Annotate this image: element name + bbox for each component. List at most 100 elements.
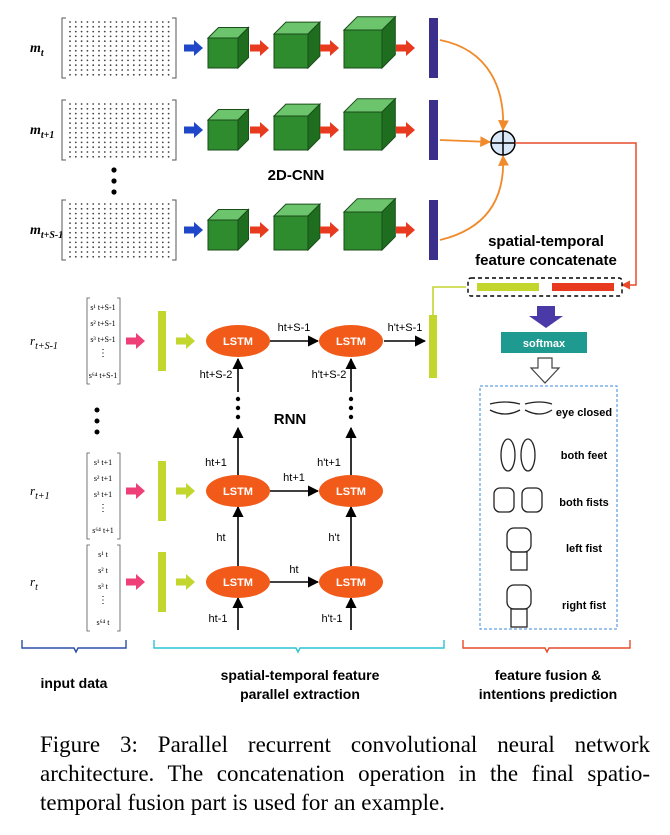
- signal-ellipsis: ⋮: [98, 348, 108, 359]
- rnn-input-bar: [158, 461, 166, 521]
- signal-label: s⁶⁴ t: [97, 618, 111, 627]
- cnn-ellipsis: [111, 167, 117, 195]
- signal-vector: s¹ t s² t s³ t s⁶⁴ t ⋮: [86, 544, 121, 632]
- section-extraction-line2: parallel extraction: [240, 686, 360, 702]
- fusion-output-line: [515, 142, 637, 290]
- fists-icon: [493, 487, 543, 513]
- conv-arrow: [320, 222, 339, 238]
- signal-label: s³ t: [98, 582, 109, 591]
- intention-item: left fist: [506, 527, 602, 571]
- eeg-matrix: [61, 17, 177, 79]
- conv-layer-1: [206, 26, 250, 70]
- rnn-input-row: rt+S-1 s¹ t+S-1 s² t+S-1 s³ t+S-1 s⁶⁴ t+S-1 ⋮: [30, 297, 195, 385]
- signal-vector: s¹ t+S-1 s² t+S-1 s³ t+S-1 s⁶⁴ t+S-1 ⋮: [86, 297, 121, 385]
- conv-layer-2: [272, 202, 322, 252]
- rnn-input-ellipsis: [94, 407, 100, 435]
- intention-label: right fist: [562, 600, 606, 612]
- input-arrow: [184, 40, 203, 56]
- lstm-label: LSTM: [223, 336, 253, 348]
- input-arrow: [184, 222, 203, 238]
- section-extraction-line1: spatial-temporal feature: [221, 667, 380, 683]
- conv-layer-1: [206, 108, 250, 152]
- section-braces: [21, 640, 631, 654]
- signal-ellipsis: ⋮: [98, 595, 108, 606]
- rnn-input-row: rt s¹ t s² t s³ t s⁶⁴ t ⋮: [30, 544, 195, 632]
- signal-label: s³ t+S-1: [90, 335, 115, 344]
- section-fusion-line1: feature fusion &: [495, 667, 602, 683]
- label-top-inp: h't+S-2: [312, 369, 347, 381]
- signal-label: s² t+1: [94, 474, 112, 483]
- cnn-feature-bar: [429, 100, 438, 160]
- intention-label: left fist: [566, 543, 602, 555]
- intention-label: eye closed: [556, 407, 612, 419]
- intention-item: both feet: [500, 438, 608, 472]
- label-bot-across: ht: [289, 564, 298, 576]
- rnn-output-bar: [429, 315, 437, 378]
- lstm-label: LSTM: [223, 486, 253, 498]
- label-bot-inp: h't-1: [321, 613, 342, 625]
- intentions-list: eye closed both feet both fists left fist ri…: [489, 401, 612, 628]
- lstm-cell: LSTM: [206, 566, 270, 598]
- concat-feature-box: [467, 277, 623, 297]
- lstm-label: LSTM: [336, 577, 366, 589]
- signal-arrow: [126, 483, 145, 499]
- concat-label-line2: feature concatenate: [475, 252, 617, 269]
- label-bot-in: ht-1: [209, 613, 228, 625]
- label-bot-h: ht: [216, 532, 225, 544]
- conv-arrow: [320, 40, 339, 56]
- intention-item: eye closed: [489, 401, 612, 419]
- conv-layer-1: [206, 208, 250, 252]
- hidden-state-labels: ht+S-1 h't+S-1 ht+S-2 h't+S-2 ht+1 h't+1…: [200, 322, 423, 625]
- conv-arrow: [396, 122, 415, 138]
- softmax-label: softmax: [523, 338, 566, 350]
- label-top-hp: h't+S-1: [388, 322, 423, 334]
- input-arrow: [184, 122, 203, 138]
- conv-arrow: [250, 122, 269, 138]
- conv-arrow: [250, 222, 269, 238]
- eeg-matrix: [61, 99, 177, 161]
- conv-arrow: [396, 40, 415, 56]
- figure-caption: Figure 3: Parallel recurrent convolution…: [40, 732, 650, 815]
- section-fusion-line2: intentions prediction: [479, 686, 617, 702]
- eyes-icon: [489, 401, 553, 415]
- softmax-arrow: [529, 306, 563, 328]
- conv-layer-2: [272, 20, 322, 70]
- lstm-cell: LSTM: [319, 475, 383, 507]
- signal-label: s¹ t+1: [94, 458, 112, 467]
- left-fist-icon: [506, 527, 532, 571]
- label-mid-hp: h't+1: [317, 457, 341, 469]
- plus-icon: [490, 130, 516, 156]
- conv-arrow: [396, 222, 415, 238]
- right-fist-icon: [506, 584, 532, 628]
- lstm-cell: LSTM: [319, 325, 383, 357]
- feature-arrow: [176, 333, 195, 349]
- label-bot-hp: h't: [328, 532, 339, 544]
- cnn-row: mt+S-1: [30, 197, 438, 261]
- fusion-connections: [439, 39, 509, 241]
- signal-label: s² t+S-1: [90, 319, 115, 328]
- down-arrow-icon: [529, 357, 561, 384]
- rnn-input-bar: [158, 552, 166, 612]
- cnn-row-label: mt+S-1: [30, 223, 63, 241]
- intention-item: both fists: [493, 487, 609, 513]
- signal-ellipsis: ⋮: [98, 503, 108, 514]
- intention-label: both fists: [559, 497, 609, 509]
- rnn-row-label: rt+S-1: [30, 333, 58, 352]
- conv-layer-3: [342, 97, 397, 152]
- feet-icon: [500, 438, 536, 472]
- conv-layer-2: [272, 102, 322, 152]
- lstm-label: LSTM: [336, 486, 366, 498]
- conv-arrow: [320, 122, 339, 138]
- lstm-cell: LSTM: [206, 325, 270, 357]
- rnn-input-row: rt+1 s¹ t+1 s² t+1 s³ t+1 s⁶⁴ t+1 ⋮: [30, 452, 195, 540]
- signal-label: s⁶⁴ t+1: [92, 526, 113, 535]
- signal-label: s¹ t: [98, 550, 109, 559]
- cnn-feature-bar: [429, 18, 438, 78]
- label-mid-across: ht+1: [283, 472, 305, 484]
- signal-vector: s¹ t+1 s² t+1 s³ t+1 s⁶⁴ t+1 ⋮: [86, 452, 121, 540]
- rnn-output-line: [432, 286, 466, 315]
- conv-layer-3: [342, 197, 397, 252]
- signal-arrow: [126, 574, 145, 590]
- cnn-row-label: mt: [30, 41, 45, 59]
- signal-label: s³ t+1: [94, 490, 112, 499]
